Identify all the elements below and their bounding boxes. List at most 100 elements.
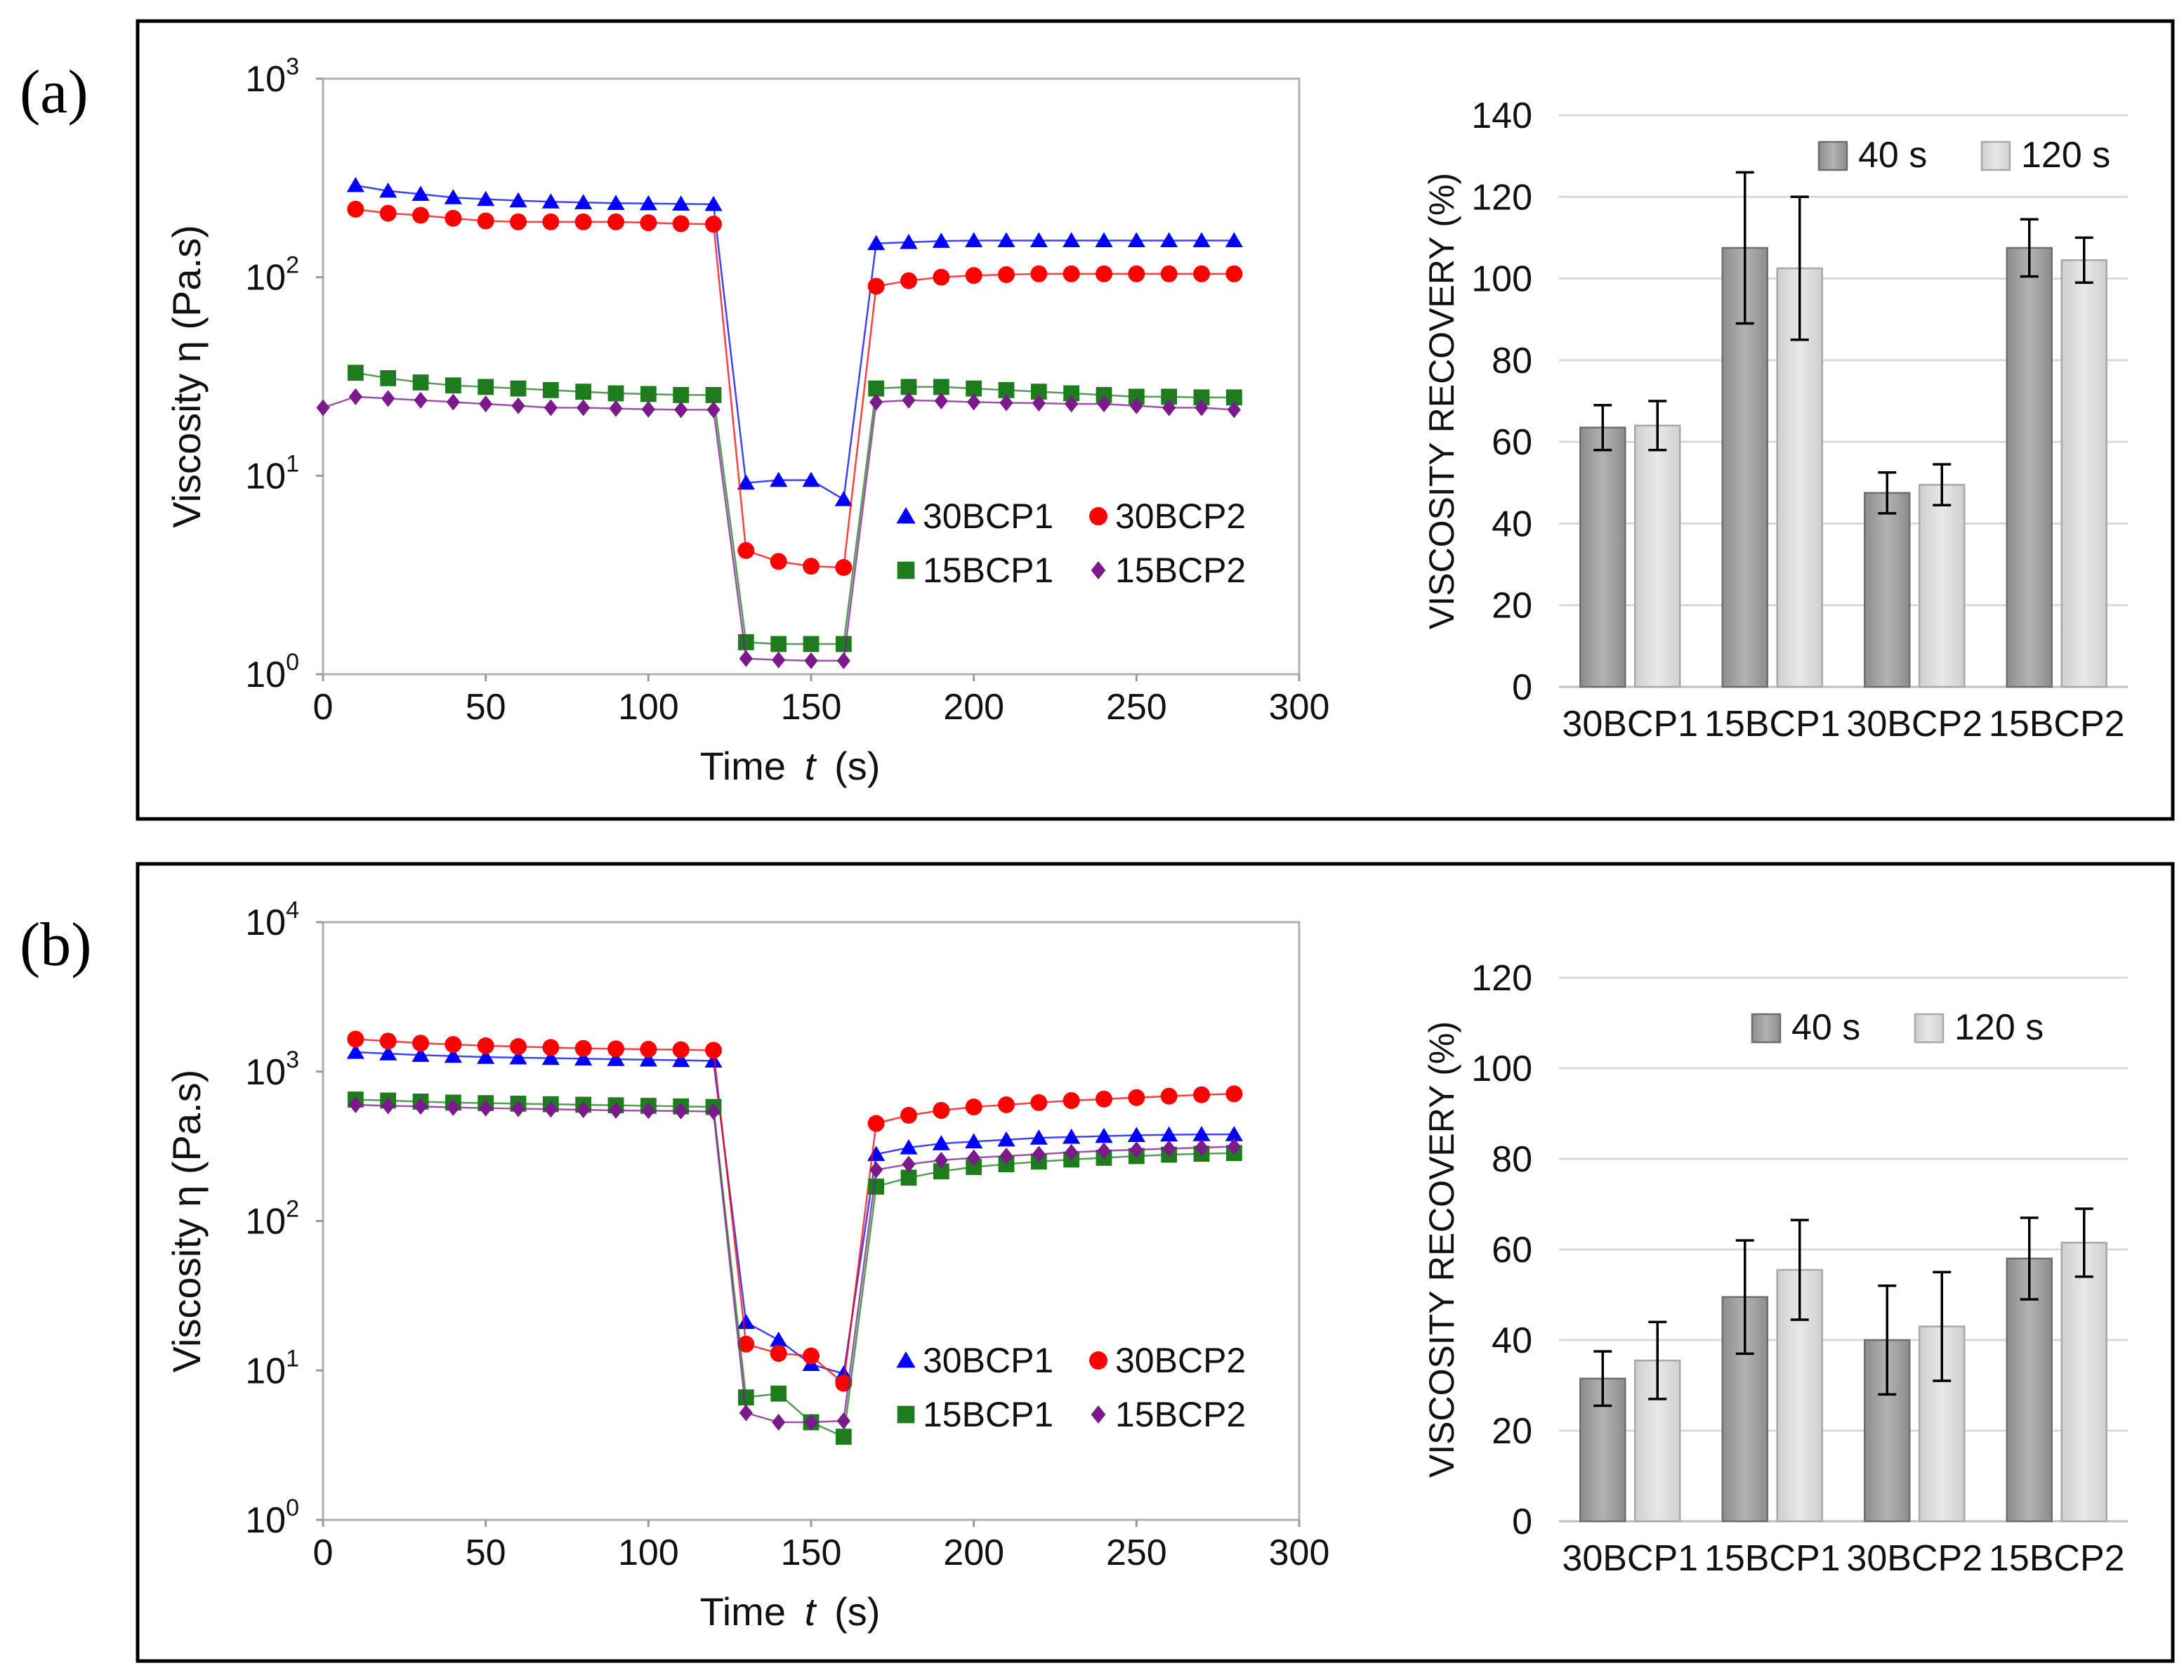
data-point-30BCP1 [1029, 232, 1048, 248]
data-point-30BCP1 [509, 1049, 527, 1065]
series-line-15BCP1 [355, 1098, 1235, 1438]
data-point-30BCP2 [574, 1039, 592, 1057]
data-point-30BCP1 [997, 232, 1015, 248]
series-30BCP1 [346, 176, 1243, 506]
data-point-15BCP2 [706, 401, 721, 419]
data-point-15BCP1 [900, 1169, 917, 1186]
data-point-30BCP1 [1160, 1126, 1178, 1142]
data-point-15BCP2 [1227, 401, 1241, 419]
data-point-30BCP1 [412, 1046, 430, 1062]
data-point-30BCP1 [672, 1051, 690, 1068]
data-point-15BCP2 [641, 1102, 655, 1120]
data-point-15BCP2 [479, 1099, 493, 1117]
x-tick-label: 250 [1106, 1533, 1167, 1573]
x-axis-label: Time t (s) [700, 1589, 881, 1634]
data-point-15BCP1 [1161, 388, 1178, 405]
data-point-30BCP1 [704, 1052, 723, 1068]
y-axis-label: VISCOSITY RECOVERY (%) [1422, 173, 1461, 629]
bar-120s-30BCP1 [1634, 424, 1681, 688]
data-point-30BCP1 [737, 1313, 755, 1330]
y-tick-label: 0 [1512, 667, 1532, 708]
y-tick-label: 101 [245, 1345, 299, 1391]
data-point-15BCP1 [478, 379, 494, 395]
data-point-30BCP2 [900, 272, 917, 289]
y-tick-exponent: 1 [286, 450, 299, 477]
x-tick-label: 200 [943, 1533, 1004, 1573]
data-point-30BCP1 [444, 1047, 462, 1063]
data-point-30BCP1 [639, 195, 657, 211]
y-tick-label: 140 [1471, 96, 1532, 136]
data-point-15BCP2 [446, 393, 460, 411]
y-tick-exponent: 1 [286, 1345, 299, 1372]
x-label-var: t [786, 1589, 817, 1634]
data-point-15BCP1 [1063, 385, 1080, 402]
legend-marker-15BCP1 [897, 561, 915, 579]
data-point-15BCP1 [998, 382, 1015, 398]
data-point-15BCP1 [1193, 389, 1210, 406]
data-point-15BCP2 [446, 1098, 460, 1116]
category-label: 30BCP1 [1562, 1538, 1698, 1579]
data-point-30BCP2 [965, 1098, 982, 1116]
data-point-15BCP1 [445, 377, 461, 394]
data-point-30BCP2 [445, 1036, 462, 1054]
x-tick-label: 200 [943, 687, 1004, 728]
category-label: 15BCP2 [1989, 1538, 2125, 1579]
y-tick-label: 40 [1492, 504, 1532, 544]
data-point-30BCP2 [900, 1106, 917, 1124]
data-point-30BCP2 [998, 266, 1015, 284]
legend: 30BCP1 30BCP2 15BCP1 15BCP2 [896, 497, 1246, 590]
data-point-30BCP2 [867, 277, 885, 295]
data-point-30BCP2 [510, 213, 527, 230]
data-point-30BCP1 [932, 232, 950, 248]
data-point-15BCP1 [933, 1163, 949, 1180]
y-tick-label: 100 [1471, 1049, 1532, 1089]
data-point-30BCP1 [770, 471, 788, 487]
x-tick-label: 50 [466, 1533, 506, 1573]
legend-label-15BCP1: 15BCP1 [923, 1395, 1053, 1434]
category-label: 15BCP1 [1704, 704, 1841, 744]
data-point-30BCP2 [705, 1042, 722, 1059]
category-label: 15BCP2 [1989, 704, 2125, 744]
data-point-15BCP2 [1227, 1138, 1241, 1155]
legend-label-1: 120 s [1954, 1007, 2044, 1048]
legend-label-0: 40 s [1791, 1007, 1860, 1048]
legend-marker-15BCP2 [1091, 561, 1106, 579]
y-tick-label: 100 [245, 649, 299, 695]
data-point-15BCP2 [1097, 395, 1111, 413]
data-point-30BCP1 [704, 195, 723, 211]
y-tick-exponent: 0 [286, 1495, 299, 1521]
panel-b-label: (b) [20, 911, 92, 979]
legend-label-30BCP2: 30BCP2 [1115, 497, 1246, 536]
series-15BCP2 [316, 388, 1241, 669]
y-tick-label: 0 [1512, 1502, 1532, 1542]
y-tick-label: 120 [1471, 177, 1532, 218]
data-point-15BCP2 [1162, 1140, 1176, 1157]
x-tick-label: 150 [781, 687, 842, 728]
category-label: 30BCP2 [1846, 704, 1982, 744]
data-point-30BCP2 [1063, 265, 1080, 282]
data-point-30BCP2 [965, 267, 982, 284]
data-point-15BCP2 [544, 399, 558, 416]
x-label-main: Time [700, 744, 786, 788]
series-line-30BCP1 [355, 184, 1235, 501]
legend-marker-30BCP2 [1089, 507, 1107, 525]
y-tick-exponent: 3 [286, 1046, 299, 1073]
data-point-30BCP2 [347, 1030, 364, 1048]
legend-marker-30BCP1 [896, 1351, 916, 1368]
data-point-15BCP2 [1195, 1138, 1209, 1156]
data-point-30BCP2 [1128, 1089, 1145, 1106]
data-point-30BCP2 [1193, 265, 1210, 282]
y-tick-label: 102 [245, 1196, 299, 1242]
data-point-30BCP1 [1192, 232, 1211, 248]
x-tick-label: 250 [1106, 687, 1167, 728]
data-point-30BCP2 [1160, 265, 1178, 282]
y-tick-label: 103 [245, 1046, 299, 1093]
data-point-30BCP1 [932, 1135, 950, 1150]
data-point-30BCP2 [574, 213, 592, 230]
data-point-15BCP2 [316, 399, 330, 416]
data-point-15BCP2 [869, 1161, 883, 1179]
data-point-15BCP1 [900, 379, 917, 395]
data-point-30BCP2 [477, 212, 494, 230]
